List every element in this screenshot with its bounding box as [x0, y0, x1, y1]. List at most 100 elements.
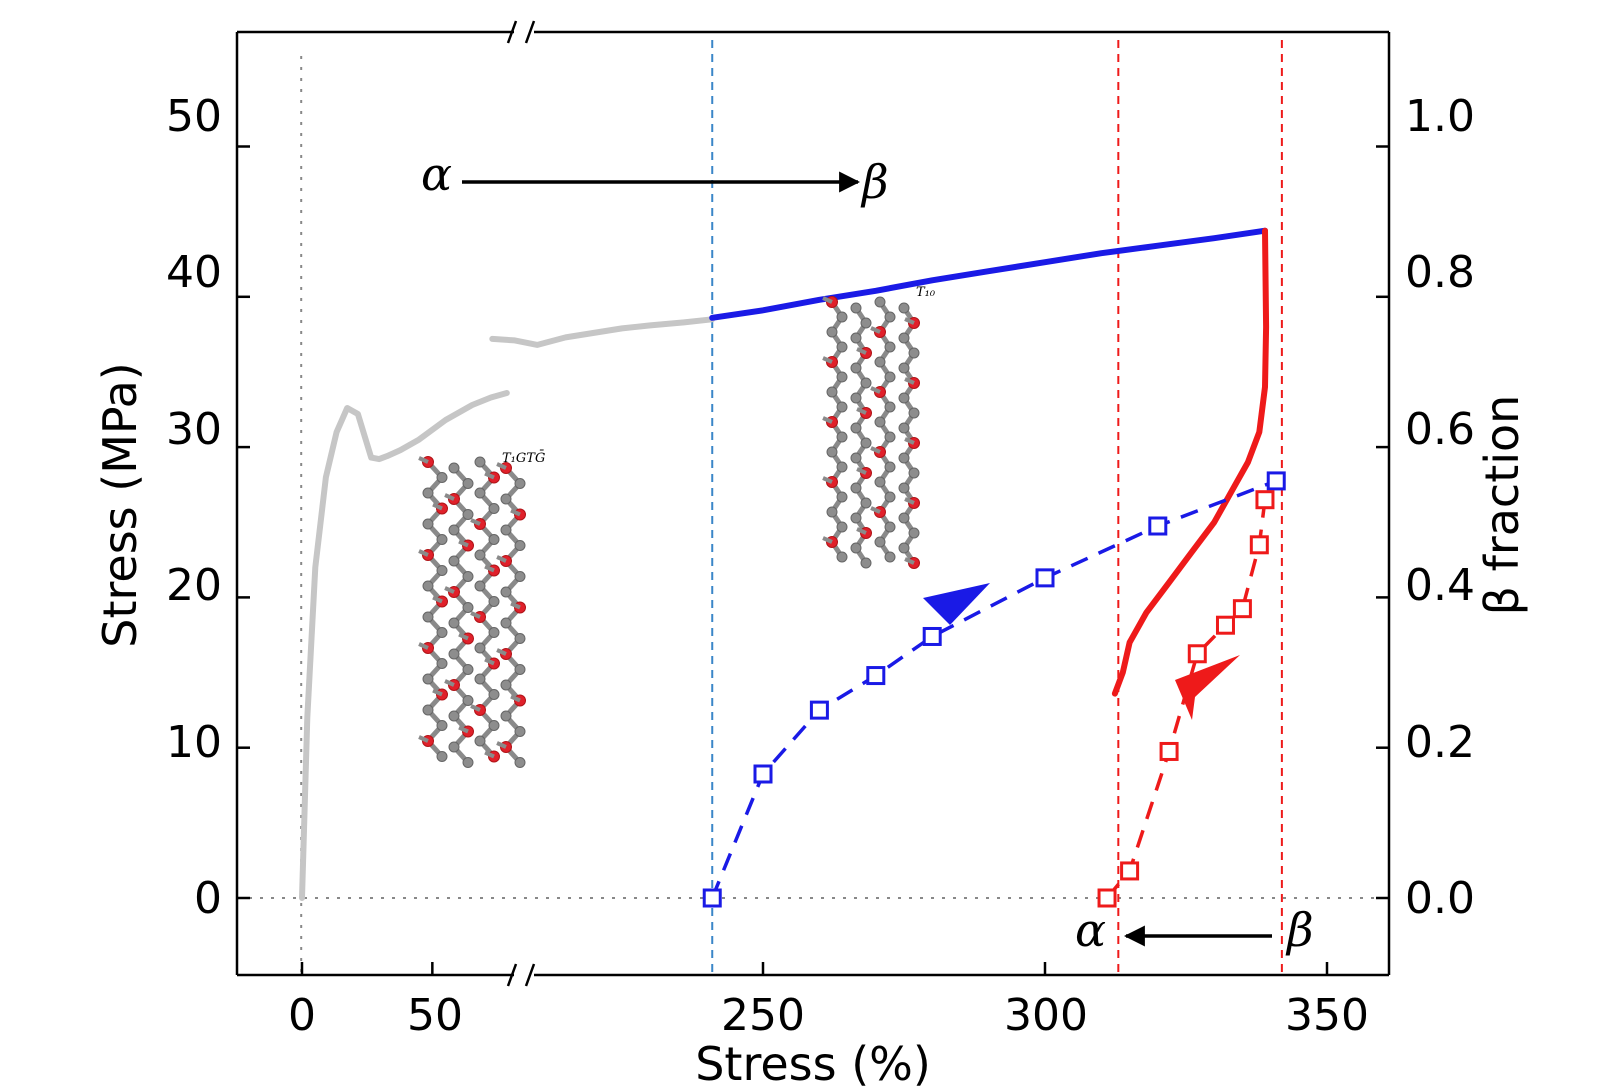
axis-ticks	[237, 145, 1389, 975]
molecule-bond	[876, 300, 894, 559]
carbon-atom	[436, 720, 448, 731]
molecule-bond	[470, 704, 481, 712]
x-tick-label: 0	[288, 990, 316, 1041]
data-point-square	[753, 764, 773, 784]
carbon-atom	[884, 491, 896, 503]
data-point-square	[1266, 471, 1286, 491]
molecule-bond	[822, 476, 833, 484]
molecule-bond	[496, 462, 507, 470]
data-point-square	[922, 626, 942, 646]
y-tick-label: 20	[166, 560, 222, 611]
molecule-bond	[904, 377, 915, 385]
carbon-atom	[488, 503, 500, 514]
molecule-bond	[870, 446, 881, 454]
y-tick-label: 30	[166, 404, 222, 455]
molecule-bond	[484, 750, 495, 759]
carbon-atom	[514, 757, 526, 768]
series-line-3	[1111, 227, 1270, 697]
carbon-atom	[850, 362, 862, 374]
molecule-left-illustration	[418, 456, 526, 768]
molecule-bond	[470, 518, 481, 526]
carbon-atom	[448, 710, 460, 722]
carbon-atom	[850, 542, 862, 554]
carbon-atom	[898, 302, 910, 314]
carbon-atom	[898, 392, 910, 404]
molecule-bond	[418, 549, 429, 557]
carbon-atom	[462, 695, 474, 706]
y-tick-labels: 0 10 20 30 40 50	[166, 91, 222, 924]
y2-tick-label: 0.0	[1405, 873, 1475, 924]
molecule-bond	[496, 648, 507, 656]
y-axis-title: Stress (MPa)	[93, 362, 147, 647]
molecule-bond	[822, 536, 833, 544]
molecule-bond	[418, 735, 429, 743]
molecule-bond	[822, 356, 833, 364]
molecule-bond	[458, 632, 469, 641]
data-point-square	[809, 700, 829, 720]
carbon-atom	[874, 296, 886, 308]
molecule-bond	[418, 456, 429, 464]
carbon-atom	[422, 673, 434, 685]
molecule-bond	[870, 326, 881, 334]
carbon-atom	[474, 456, 486, 468]
carbon-atom	[836, 371, 848, 383]
carbon-atom	[500, 710, 512, 722]
carbon-atom	[874, 536, 886, 548]
carbon-atom	[514, 633, 526, 644]
carbon-atom	[898, 452, 910, 464]
carbon-atom	[884, 461, 896, 473]
carbon-atom	[474, 673, 486, 685]
carbon-atom	[850, 392, 862, 404]
carbon-atom	[436, 472, 448, 483]
carbon-atom	[474, 735, 486, 747]
molecule-bond	[510, 694, 521, 703]
series-line-0	[299, 390, 510, 901]
carbon-atom	[898, 512, 910, 524]
carbon-atom	[500, 586, 512, 598]
carbon-atom	[500, 524, 512, 536]
carbon-atom	[448, 462, 460, 474]
molecule-bond	[496, 555, 507, 563]
series-line-2	[709, 227, 1268, 321]
carbon-atom	[898, 542, 910, 554]
molecule-bond	[432, 502, 443, 511]
carbon-atom	[488, 596, 500, 607]
carbon-atom	[422, 580, 434, 592]
carbon-atom	[874, 416, 886, 428]
carbon-atom	[500, 679, 512, 691]
carbon-atom	[860, 437, 872, 449]
carbon-atom	[898, 422, 910, 434]
carbon-atom	[462, 757, 474, 768]
blue-direction-arrowhead	[923, 583, 990, 625]
carbon-atom	[826, 446, 838, 458]
x-tick-label: 50	[407, 990, 463, 1041]
data-point-square	[1159, 741, 1179, 761]
carbon-atom	[884, 311, 896, 323]
carbon-atom	[860, 377, 872, 389]
molecule-bond	[822, 296, 833, 304]
carbon-atom	[826, 506, 838, 518]
carbon-atom	[898, 362, 910, 374]
y2-tick-labels: 0.0 0.2 0.4 0.6 0.8 1.0	[1405, 91, 1475, 924]
series-dashed-line-5	[1105, 499, 1267, 900]
carbon-atom	[488, 627, 500, 638]
carbon-atom	[436, 627, 448, 638]
data-point-square	[702, 888, 722, 908]
molecule-bond	[828, 300, 846, 559]
x-tick-label: 300	[1004, 990, 1088, 1041]
carbon-atom	[874, 476, 886, 488]
carbon-atom	[436, 534, 448, 545]
carbon-atom	[850, 422, 862, 434]
y2-tick-label: 0.6	[1405, 404, 1475, 455]
molecule-bond	[444, 493, 455, 501]
carbon-atom	[884, 341, 896, 353]
series-dashed-line-4	[710, 479, 1277, 899]
y2-axis-title: β fraction	[1475, 395, 1529, 616]
carbon-atom	[514, 478, 526, 489]
bottom-alpha-label: α	[1075, 903, 1106, 957]
carbon-atom	[836, 551, 848, 563]
carbon-atom	[462, 571, 474, 582]
carbon-atom	[448, 524, 460, 536]
carbon-atom	[422, 611, 434, 623]
y-tick-label: 10	[166, 717, 222, 768]
